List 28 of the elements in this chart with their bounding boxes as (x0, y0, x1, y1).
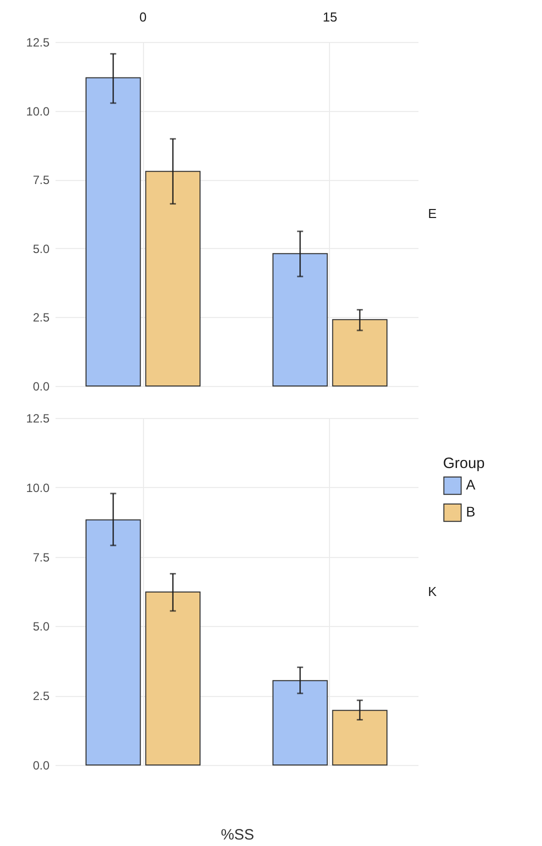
y-tick-label: 12.5 (26, 36, 50, 50)
bar (272, 680, 328, 766)
x-axis-title: %SS (220, 826, 254, 844)
bar (86, 519, 141, 766)
y-tick-label: 12.5 (26, 412, 50, 426)
y2-axis-title: E (428, 206, 437, 221)
bar (332, 319, 388, 386)
y-tick-label: 10.0 (26, 480, 50, 495)
legend-title: Group (443, 455, 485, 472)
y-tick-label: 7.5 (32, 550, 50, 564)
legend-label: B (466, 504, 476, 520)
y-tick-label: 2.5 (32, 689, 50, 704)
bar (86, 77, 141, 386)
y-tick-label: 2.5 (32, 310, 50, 325)
bar (332, 710, 388, 766)
y-tick-label: 7.5 (32, 173, 50, 188)
bar (145, 592, 201, 766)
bar (272, 253, 328, 386)
x-tick-label: 0 (139, 10, 147, 24)
y-tick-label: 10.0 (26, 104, 50, 118)
y-tick-label: 0.0 (32, 380, 50, 394)
bar (145, 170, 201, 386)
x-tick-label: 15 (322, 10, 338, 24)
y-tick-label: 5.0 (32, 620, 50, 634)
legend-label: A (466, 476, 476, 493)
y2-axis-title: K (428, 584, 437, 598)
y-tick-label: 5.0 (32, 242, 50, 256)
y-tick-label: 0.0 (32, 758, 50, 772)
